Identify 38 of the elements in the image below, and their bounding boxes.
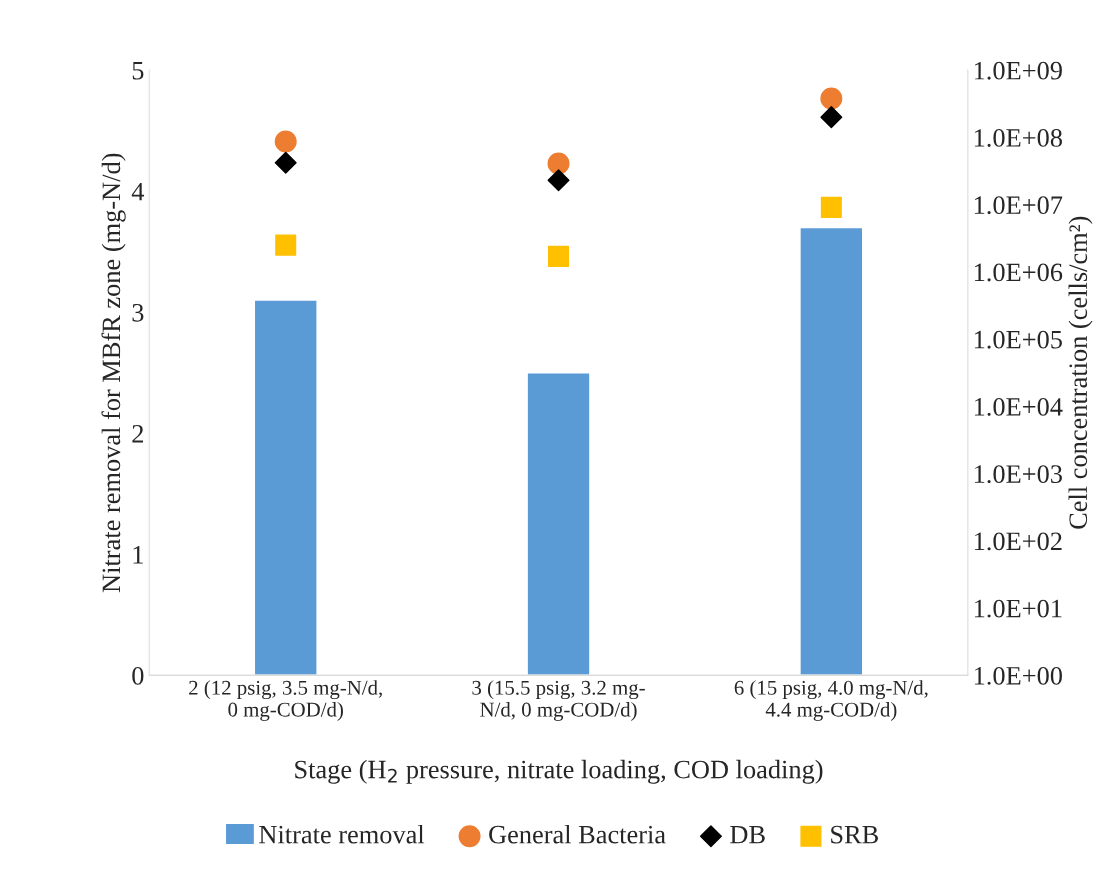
- y-tick-label: 2: [132, 424, 143, 443]
- y2-tick-label: 1.0E+08: [974, 129, 1062, 147]
- y2-tick-label: 1.0E+00: [974, 666, 1062, 685]
- x-tick-label: 2 (12 psig, 3.5 mg-N/d, 0 mg-COD/d): [189, 680, 382, 721]
- bar: [799, 226, 864, 676]
- point: [820, 106, 843, 129]
- y2-tick-label: 1.0E+02: [974, 532, 1062, 551]
- y-axis-title: Nitrate removal for MBfR zone (mg-N/d): [101, 153, 126, 593]
- legend-label: SRB: [831, 825, 878, 844]
- legend-label: DB: [730, 825, 765, 844]
- y2-tick-label: 1.0E+09: [974, 61, 1062, 80]
- bar: [526, 372, 591, 676]
- bar: [253, 299, 318, 676]
- legend-label: General Bacteria: [489, 824, 666, 844]
- y2-tick-label: 1.0E+05: [974, 330, 1062, 349]
- point: [820, 87, 843, 110]
- point: [274, 130, 297, 153]
- x-axis-title: Stage (H$_{2}$ pressure, nitrate loading, COD loading): [295, 759, 823, 784]
- x-tick-label: 6 (15 psig, 4.0 mg-N/d, 4.4 mg-COD/d): [734, 680, 928, 721]
- point: [548, 245, 570, 267]
- y-tick-label: 1: [133, 546, 143, 564]
- point: [547, 169, 570, 192]
- y-tick-label: 4: [131, 182, 145, 201]
- y-tick-label: 3: [132, 303, 144, 322]
- y-tick-label: 0: [132, 666, 144, 685]
- y2-axis-title: Cell concentration (cells/cm²): [1068, 216, 1093, 529]
- legend-label: Nitrate removal: [259, 824, 425, 844]
- x-tick-label: 3 (15.5 psig, 3.2 mg- N/d, 0 mg-COD/d): [472, 680, 645, 721]
- y2-tick-label: 1.0E+01: [974, 599, 1062, 618]
- y2-tick-label: 1.0E+03: [974, 465, 1062, 484]
- point: [547, 152, 570, 175]
- point: [275, 234, 297, 256]
- point: [820, 196, 842, 218]
- point: [274, 151, 297, 174]
- y2-tick-label: 1.0E+04: [974, 397, 1063, 416]
- y2-tick-label: 1.0E+06: [974, 263, 1063, 282]
- y2-tick-label: 1.0E+07: [974, 196, 1063, 215]
- y-tick-label: 5: [132, 62, 144, 80]
